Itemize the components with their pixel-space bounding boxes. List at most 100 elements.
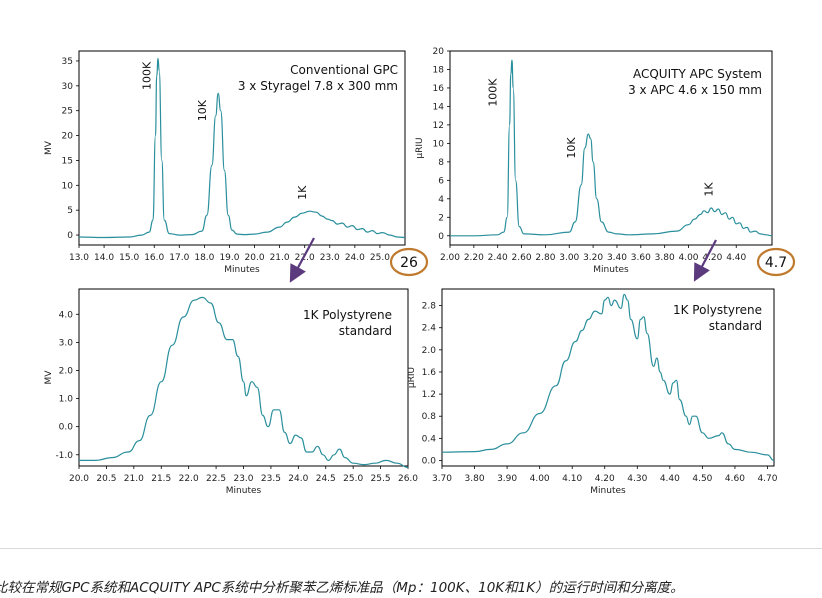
- x-tick-label: 4.40: [726, 253, 746, 263]
- y-tick-label: 4.0: [59, 310, 74, 320]
- panel-annotation: 3 x APC 4.6 x 150 mm: [628, 83, 762, 97]
- x-tick-label: 20.0: [245, 253, 265, 263]
- x-tick-label: 25.5: [371, 474, 391, 484]
- y-tick-label: 15: [62, 156, 73, 166]
- x-tick-label: 13.0: [69, 253, 89, 263]
- x-tick-label: 23.0: [320, 253, 340, 263]
- run-time-highlight-value: 4.7: [765, 255, 787, 271]
- y-tick-label: 1.6: [422, 368, 437, 378]
- x-tick-label: 2.60: [512, 253, 532, 263]
- x-tick-label: 20.5: [96, 474, 116, 484]
- y-tick-label: 0: [438, 232, 444, 242]
- x-tick-label: 4.60: [725, 474, 745, 484]
- figure-caption: 比较在常规GPC系统和ACQUITY APC系统中分析聚苯乙烯标准品（Mp：10…: [0, 580, 684, 596]
- y-tick-label: 18: [433, 65, 445, 75]
- y-tick-label: 12: [433, 121, 444, 131]
- x-tick-label: 3.60: [631, 253, 651, 263]
- x-tick-label: 3.20: [583, 253, 603, 263]
- x-tick-label: 4.20: [702, 253, 722, 263]
- panel-annotation: standard: [339, 324, 392, 338]
- panel-acquity-apc: 2.00 2.20 2.40 2.60 2.80 3.00 3.20 3.40 3.60 3.80…: [415, 47, 796, 277]
- peak-label: 100K: [141, 61, 154, 90]
- y-tick-label: 2.0: [422, 346, 437, 356]
- y-tick-label: 8: [438, 158, 444, 168]
- y-tick-label: 2.4: [422, 324, 437, 334]
- x-tick-label: 3.90: [497, 474, 517, 484]
- y-tick-label: 4: [438, 195, 444, 205]
- chromatogram-trace: [450, 59, 773, 237]
- x-tick-label: 21.5: [151, 474, 171, 484]
- y-tick-label: 20: [433, 47, 445, 57]
- y-axis-label: MV: [44, 140, 54, 155]
- y-tick-label: 5: [67, 206, 73, 216]
- x-tick-label: 14.0: [94, 253, 114, 263]
- y-tick-label: 20: [62, 132, 74, 142]
- y-tick-label: 6: [438, 176, 444, 186]
- y-tick-label: 10: [433, 139, 445, 149]
- gpc-comparison-figure: 13.0 14.0 15.0 16.0 17.0 18.0 19.0 20.0 21.0 22.0…: [44, 47, 796, 496]
- y-tick-label: 0.0: [59, 423, 74, 433]
- chromatogram-trace: [441, 293, 775, 462]
- y-tick-label: 30: [62, 82, 74, 92]
- y-axis-label: µRIU: [407, 367, 417, 388]
- arrow-acquity: [693, 239, 717, 282]
- y-tick-label: 1.0: [59, 395, 74, 405]
- peak-label: 1K: [702, 182, 715, 197]
- x-tick-label: 4.40: [660, 474, 680, 484]
- x-axis-label: Minutes: [593, 265, 629, 275]
- x-tick-label: 23.0: [233, 474, 253, 484]
- y-tick-label: 3.0: [59, 338, 74, 348]
- y-tick-label: 0.8: [422, 412, 437, 422]
- y-axis-label: µRIU: [415, 137, 425, 158]
- x-tick-label: 4.20: [595, 474, 615, 484]
- x-tick-label: 2.80: [535, 253, 555, 263]
- panel-annotation: standard: [709, 319, 762, 333]
- x-tick-label: 26.0: [398, 474, 418, 484]
- panel-annotation: 3 x Styragel 7.8 x 300 mm: [238, 79, 398, 93]
- peak-label: 100K: [486, 78, 499, 107]
- y-axis-label: MV: [44, 370, 54, 385]
- x-tick-label: 22.0: [179, 474, 199, 484]
- peak-label: 10K: [196, 99, 209, 121]
- y-tick-label: 35: [62, 57, 73, 67]
- x-tick-label: 20.0: [69, 474, 89, 484]
- x-tick-label: 15.0: [119, 253, 139, 263]
- x-tick-label: 23.5: [261, 474, 281, 484]
- caption-divider: [0, 548, 822, 549]
- x-tick-label: 3.80: [655, 253, 675, 263]
- x-axis-label: Minutes: [224, 265, 260, 275]
- x-tick-label: 24.0: [345, 253, 365, 263]
- run-time-highlight-circle: [756, 247, 796, 277]
- x-tick-label: 24.5: [316, 474, 336, 484]
- x-tick-label: 4.00: [530, 474, 550, 484]
- x-axis-label: Minutes: [590, 486, 626, 496]
- x-tick-label: 4.70: [757, 474, 777, 484]
- run-time-highlight-value: 26: [400, 255, 418, 271]
- panel-annotation: 1K Polystyrene: [673, 303, 762, 317]
- x-tick-label: 19.0: [219, 253, 239, 263]
- x-tick-label: 2.40: [488, 253, 508, 263]
- y-tick-label: 2.0: [59, 366, 74, 376]
- x-tick-label: 18.0: [194, 253, 214, 263]
- x-tick-label: 4.30: [627, 474, 647, 484]
- panel-annotation: ACQUITY APC System: [633, 67, 762, 81]
- x-tick-label: 2.00: [440, 253, 460, 263]
- x-tick-label: 25.0: [343, 474, 363, 484]
- x-tick-label: 25.0: [370, 253, 390, 263]
- panel-acquity-1k-zoom: 3.70 3.80 3.90 4.00 4.10 4.20 4.30 4.40 4.50 4.60…: [407, 288, 778, 496]
- plot-frame: [78, 50, 406, 246]
- chromatogram-trace: [78, 57, 406, 239]
- x-tick-label: 3.70: [432, 474, 452, 484]
- x-tick-label: 16.0: [144, 253, 164, 263]
- panel-annotation: Conventional GPC: [290, 63, 398, 77]
- x-tick-label: 2.20: [464, 253, 484, 263]
- transition-arrows: [289, 237, 717, 283]
- run-time-highlight-circle: [389, 247, 429, 277]
- peak-label: 10K: [565, 137, 578, 159]
- x-tick-label: 21.0: [124, 474, 144, 484]
- y-tick-label: 0: [67, 231, 73, 241]
- x-tick-label: 3.00: [559, 253, 579, 263]
- y-tick-label: 2: [438, 213, 444, 223]
- y-tick-label: 0.0: [422, 456, 437, 466]
- y-tick-label: 10: [62, 181, 74, 191]
